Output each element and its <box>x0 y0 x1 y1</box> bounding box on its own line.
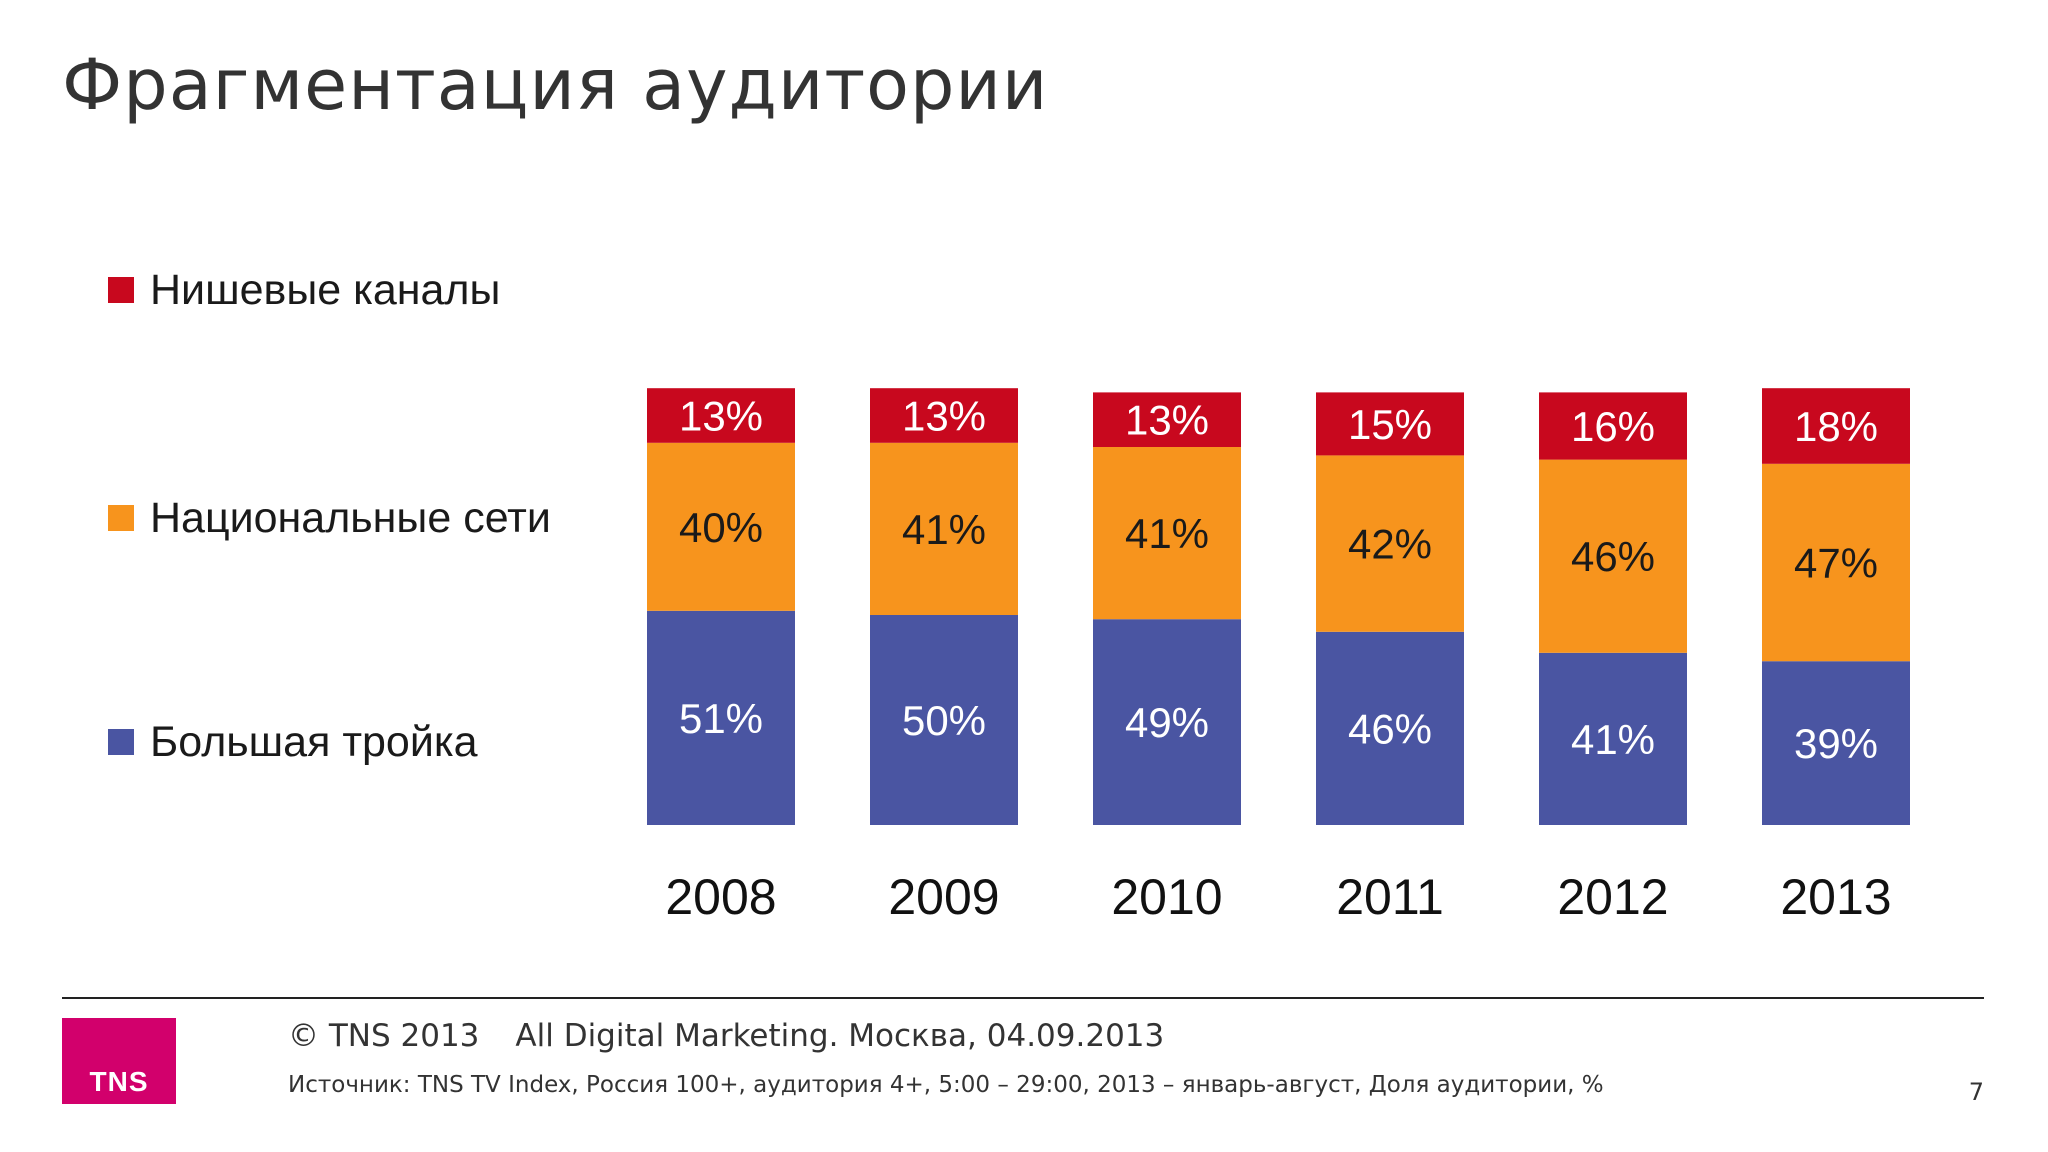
page-number: 7 <box>1968 1078 1984 1106</box>
stacked-bar-chart: 51% 40% 13% 2008 50% 41% 13% 2009 49% 41% 13% 2010 4… <box>647 388 1910 925</box>
legend-swatch-national <box>108 505 134 531</box>
data-label-2009-1: 41% <box>902 506 986 553</box>
slide-title: Фрагментация аудитории <box>62 44 1049 126</box>
data-label-2012-0: 41% <box>1571 716 1655 763</box>
tns-logo-text: TNS <box>89 1066 149 1097</box>
legend-item-national: Национальные сети <box>108 488 551 548</box>
bar-segment-2008-0 <box>647 610 795 825</box>
data-label-2012-1: 46% <box>1571 533 1655 580</box>
data-label-2010-2: 13% <box>1125 397 1209 444</box>
data-label-2009-2: 13% <box>902 393 986 440</box>
bar-segment-2009-0 <box>870 615 1018 825</box>
footer-divider <box>62 997 1984 999</box>
legend-item-big3: Большая тройка <box>108 712 478 772</box>
x-tick-label-2008: 2008 <box>665 869 776 925</box>
data-label-2013-2: 18% <box>1794 403 1878 450</box>
bar-segment-2010-0 <box>1093 619 1241 825</box>
bar-segment-2011-1 <box>1316 455 1464 632</box>
legend-label-niche: Нишевые каналы <box>150 265 501 314</box>
legend-item-niche: Нишевые каналы <box>108 260 500 320</box>
data-label-2009-0: 50% <box>902 697 986 744</box>
legend-label-big3: Большая тройка <box>150 717 478 766</box>
footer-copyright: © TNS 2013 <box>288 1018 480 1054</box>
data-label-2011-1: 42% <box>1348 521 1432 568</box>
x-tick-label-2012: 2012 <box>1557 869 1668 925</box>
data-label-2012-2: 16% <box>1571 403 1655 450</box>
bar-segment-2012-2 <box>1539 392 1687 460</box>
data-label-2011-2: 15% <box>1348 401 1432 448</box>
bar-segment-2010-1 <box>1093 447 1241 620</box>
data-label-2008-0: 51% <box>679 695 763 742</box>
bar-segment-2013-1 <box>1762 463 1910 662</box>
footer-info: © TNS 2013 All Digital Marketing. Москва,… <box>288 1018 1164 1054</box>
x-tick-label-2011: 2011 <box>1336 869 1444 925</box>
bar-segment-2013-0 <box>1762 661 1910 825</box>
bar-segment-2010-2 <box>1093 392 1241 447</box>
data-label-2013-0: 39% <box>1794 720 1878 767</box>
legend-swatch-big3 <box>108 729 134 755</box>
data-label-2008-2: 13% <box>679 393 763 440</box>
data-label-2013-1: 47% <box>1794 540 1878 587</box>
footer-event: All Digital Marketing. Москва, 04.09.201… <box>515 1018 1165 1054</box>
data-label-2011-0: 46% <box>1348 705 1432 752</box>
bar-segment-2013-2 <box>1762 388 1910 464</box>
bar-segment-2008-2 <box>647 388 795 443</box>
bar-segment-2011-0 <box>1316 631 1464 825</box>
tns-logo: TNS <box>62 1018 176 1104</box>
footer-source: Источник: TNS TV Index, Россия 100+, ауд… <box>288 1072 1604 1098</box>
legend-label-national: Национальные сети <box>150 493 551 542</box>
x-tick-label-2013: 2013 <box>1780 869 1891 925</box>
bar-segment-2009-1 <box>870 442 1018 615</box>
x-tick-label-2009: 2009 <box>888 869 999 925</box>
data-label-2010-1: 41% <box>1125 510 1209 557</box>
bar-segment-2012-1 <box>1539 459 1687 653</box>
chart-legend: Нишевые каналы Национальные сети Большая… <box>108 260 648 780</box>
bar-segment-2012-0 <box>1539 652 1687 825</box>
bar-segment-2011-2 <box>1316 392 1464 456</box>
x-tick-label-2010: 2010 <box>1111 869 1222 925</box>
bar-segment-2009-2 <box>870 388 1018 443</box>
data-label-2010-0: 49% <box>1125 699 1209 746</box>
bar-segment-2008-1 <box>647 442 795 611</box>
data-label-2008-1: 40% <box>679 504 763 551</box>
legend-swatch-niche <box>108 277 134 303</box>
